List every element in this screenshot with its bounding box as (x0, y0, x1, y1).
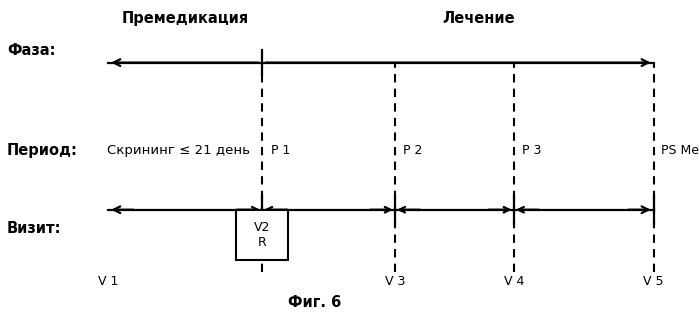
Text: P 1: P 1 (271, 144, 290, 157)
Text: Визит:: Визит: (7, 221, 62, 236)
Text: Лечение: Лечение (442, 11, 515, 26)
Text: V 1: V 1 (98, 275, 119, 288)
Text: PS Med: PS Med (661, 144, 699, 157)
FancyBboxPatch shape (236, 210, 289, 260)
Text: V2
R: V2 R (254, 221, 271, 249)
Text: V 5: V 5 (643, 275, 664, 288)
Text: P 3: P 3 (522, 144, 542, 157)
Text: Скрининг ≤ 21 день: Скрининг ≤ 21 день (107, 144, 250, 157)
Text: Премедикация: Премедикация (122, 11, 249, 26)
Text: Фаза:: Фаза: (7, 43, 55, 58)
Text: P 2: P 2 (403, 144, 423, 157)
Text: V 3: V 3 (384, 275, 405, 288)
Text: V 4: V 4 (503, 275, 524, 288)
Text: Фиг. 6: Фиг. 6 (288, 295, 341, 310)
Text: Период:: Период: (7, 143, 78, 158)
